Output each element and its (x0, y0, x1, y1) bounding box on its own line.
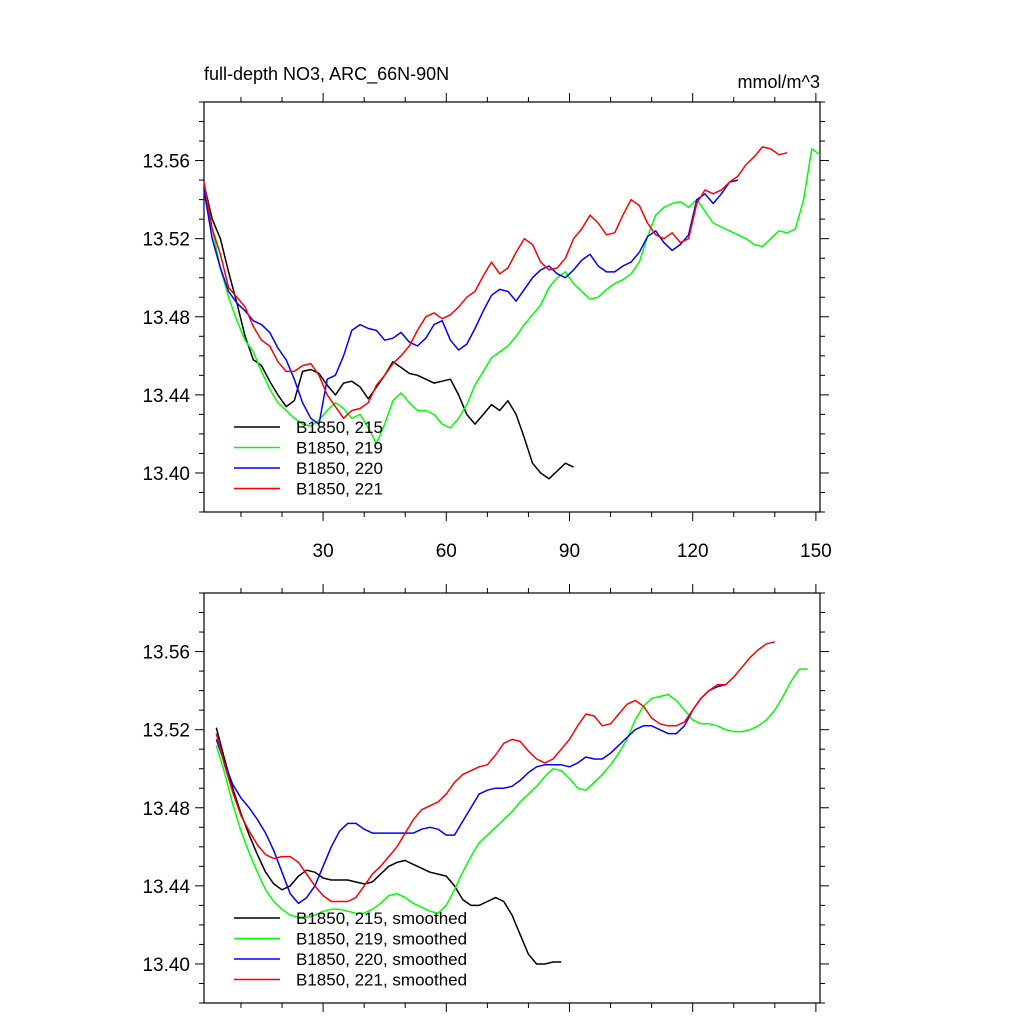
series-line (203, 146, 788, 420)
y-tick-label: 13.52 (142, 721, 190, 742)
x-tick-label: 60 (436, 541, 457, 562)
y-tick-label: 13.40 (142, 464, 190, 485)
x-tick-label: 150 (800, 541, 832, 562)
y-tick-label: 13.44 (142, 877, 190, 898)
legend-label: B1850, 215, smoothed (296, 909, 467, 928)
legend-label: B1850, 215 (296, 418, 383, 437)
y-tick-label: 13.56 (142, 152, 190, 173)
x-tick-label: 90 (559, 541, 580, 562)
y-tick-label: 13.48 (142, 799, 190, 820)
series-line (215, 668, 808, 918)
y-tick-label: 13.44 (142, 386, 190, 407)
series-line (215, 684, 726, 905)
y-tick-label: 13.40 (142, 955, 190, 976)
x-tick-label: 120 (677, 541, 709, 562)
x-tick-label: 30 (313, 541, 334, 562)
plot-frame (203, 592, 821, 1004)
top-panel: 13.40 13.44 13.48 13.52 13.56 30 60 90 120 150 ful… (142, 64, 831, 562)
legend-label: B1850, 220, smoothed (296, 950, 467, 969)
legend-label: B1850, 221, smoothed (296, 971, 467, 990)
plot-frame (203, 101, 821, 513)
legend-label: B1850, 219, smoothed (296, 930, 467, 949)
series-line (203, 183, 574, 480)
y-tick-label: 13.52 (142, 230, 190, 251)
legend-label: B1850, 221 (296, 480, 383, 499)
series-line (215, 641, 775, 903)
series-line (203, 179, 739, 425)
series-line (203, 148, 821, 445)
units-label: mmol/m^3 (738, 72, 820, 92)
series-line (215, 727, 562, 965)
y-tick-label: 13.48 (142, 308, 190, 329)
bottom-panel: 13.40 13.44 13.48 13.52 13.56 B1850, 215, smo… (142, 584, 829, 1012)
chart-title: full-depth NO3, ARC_66N-90N (204, 64, 449, 85)
legend-label: B1850, 219 (296, 439, 383, 458)
legend-label: B1850, 220 (296, 459, 383, 478)
y-tick-label: 13.56 (142, 643, 190, 664)
